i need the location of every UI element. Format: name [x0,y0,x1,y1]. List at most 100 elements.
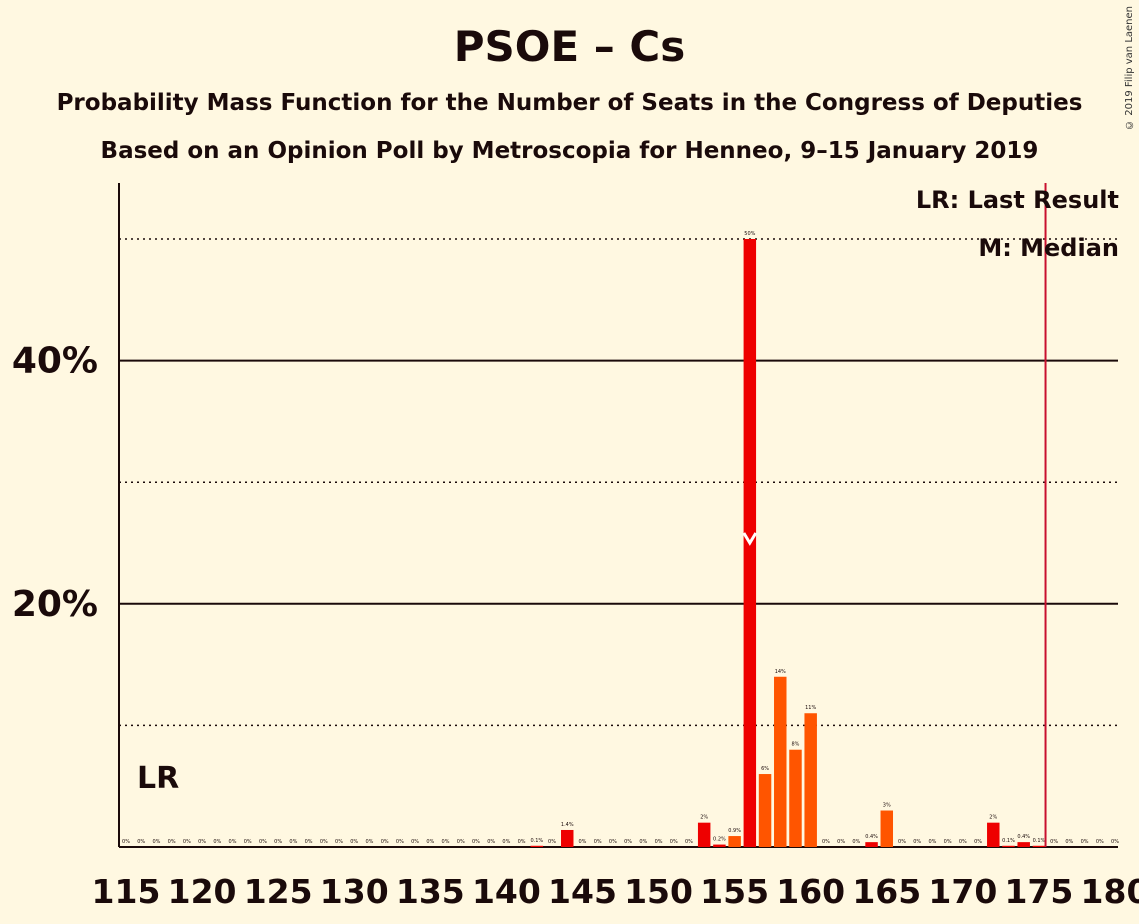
bar-value-label: 0% [381,839,389,845]
bar [789,749,802,847]
bar-value-label: 0% [624,839,632,845]
bar-value-label: 0% [959,839,967,845]
bar-value-label: 0.4% [1017,834,1030,840]
bar [713,844,726,847]
bar-value-label: 0% [1081,839,1089,845]
bar-value-label: 0% [198,839,206,845]
bar-value-label: 0% [1111,839,1119,845]
bar-value-label: 0% [183,839,191,845]
bar-value-label: 0% [487,839,495,845]
bar-value-label: 0% [122,839,130,845]
bar-value-label: 2% [700,815,708,821]
x-tick-label: 115 [92,872,161,911]
x-tick-label: 155 [700,872,769,911]
bar-value-label: 0.1% [1002,838,1015,844]
bar-value-label: 0% [1050,839,1058,845]
x-tick-label: 175 [1004,872,1073,911]
bar-value-label: 0.1% [530,838,543,844]
bar-value-label: 1.4% [561,822,574,828]
bar-value-label: 3% [883,803,891,809]
bar-value-label: 0% [472,839,480,845]
bar-value-label: 0% [274,839,282,845]
legend-median: M: Median [978,234,1119,262]
bar-value-label: 0% [609,839,617,845]
chart-title: PSOE – Cs [453,22,686,71]
bar [697,822,711,847]
bar-value-label: 0% [305,839,313,845]
bar-value-label: 0% [320,839,328,845]
x-tick-label: 125 [244,872,313,911]
bar-value-label: 0% [289,839,297,845]
bar-value-label: 0% [152,839,160,845]
bar-value-label: 0% [837,839,845,845]
bar-value-label: 0.1% [1033,838,1046,844]
bar [1017,842,1030,847]
bar-value-label: 0% [655,839,663,845]
bar-value-label: 0% [365,839,373,845]
bar-value-label: 0% [928,839,936,845]
bar-value-label: 0% [411,839,419,845]
x-tick-label: 170 [928,872,997,911]
x-tick-label: 135 [396,872,465,911]
x-tick-label: 165 [852,872,921,911]
bar [865,842,878,847]
bar-value-label: 0% [913,839,921,845]
bar [758,774,772,847]
bar-value-label: 0% [396,839,404,845]
bar-value-label: 0.2% [713,837,726,843]
bar-value-label: 0% [1065,839,1073,845]
x-tick-label: 150 [624,872,693,911]
legend-last-result: LR: Last Result [915,186,1119,214]
last-result-label: LR [137,761,179,796]
bar-value-label: 0% [426,839,434,845]
bar-value-label: 0% [852,839,860,845]
bar-value-label: 6% [761,766,769,772]
x-tick-label: 145 [548,872,617,911]
bar [1002,845,1015,847]
bar [804,713,817,847]
chart-source: Based on an Opinion Poll by Metroscopia … [100,138,1039,164]
bar-value-label: 0% [1096,839,1104,845]
bar-value-label: 0% [974,839,982,845]
bar-value-label: 0% [213,839,221,845]
bar-value-label: 0% [502,839,510,845]
bar-value-label: 0% [244,839,252,845]
bar-value-label: 0% [685,839,693,845]
bar-value-label: 0% [457,839,465,845]
bar [987,822,1000,847]
bar-value-label: 0% [898,839,906,845]
bar-value-label: 2% [989,815,997,821]
bar [561,829,574,847]
bar-value-label: 11% [805,705,816,711]
bar-value-label: 0% [822,839,830,845]
bar-value-label: 0% [639,839,647,845]
x-tick-label: 120 [168,872,237,911]
chart-subtitle: Probability Mass Function for the Number… [56,90,1083,116]
bar-value-label: 0% [137,839,145,845]
bar-value-label: 0% [335,839,343,845]
bar-value-label: 0.4% [865,834,878,840]
bar-value-label: 8% [792,742,800,748]
x-tick-label: 130 [320,872,389,911]
bar-value-label: 0% [518,839,526,845]
bar-value-label: 0% [259,839,267,845]
bar-value-label: 0.9% [728,828,741,834]
bar-value-label: 50% [744,231,755,237]
x-tick-label: 140 [472,872,541,911]
x-tick-label: 160 [776,872,845,911]
bar-value-label: 0% [229,839,237,845]
bar-value-label: 0% [442,839,450,845]
y-tick-label: 20% [12,584,98,625]
bar-value-label: 0% [168,839,176,845]
y-tick-label: 40% [12,341,98,382]
bar-value-label: 0% [670,839,678,845]
bar [774,676,787,847]
bar [880,810,894,847]
bar [728,836,741,847]
bar-value-label: 0% [594,839,602,845]
bar-value-label: 0% [578,839,586,845]
bar-value-label: 0% [350,839,358,845]
bar [530,845,544,847]
bar-value-label: 0% [944,839,952,845]
bar [1032,845,1046,847]
